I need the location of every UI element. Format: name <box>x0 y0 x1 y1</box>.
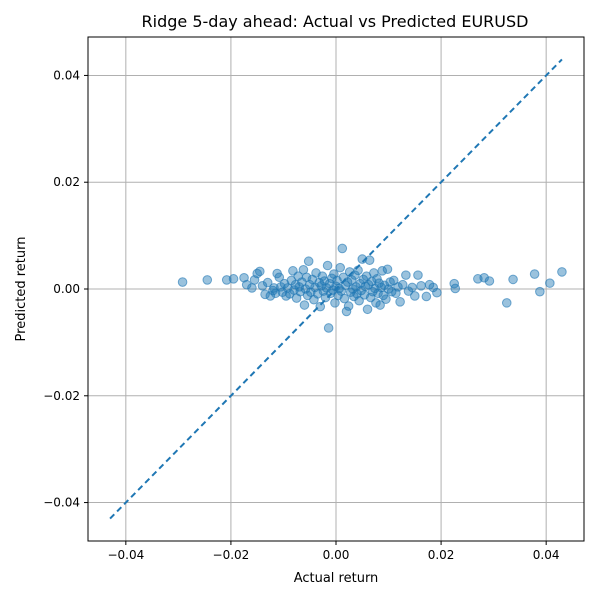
data-point <box>276 282 286 292</box>
data-point <box>335 262 346 273</box>
data-point <box>407 282 417 293</box>
y-tick-label: 0.00 <box>53 282 80 296</box>
x-tick-label: 0.02 <box>428 548 455 562</box>
data-point <box>346 275 357 285</box>
x-tick-label: −0.02 <box>213 548 250 562</box>
data-point <box>202 275 213 285</box>
x-axis-label: Actual return <box>294 571 379 586</box>
data-point <box>393 282 403 292</box>
data-point <box>397 279 408 290</box>
plot-area <box>109 58 567 520</box>
data-point <box>529 269 540 279</box>
data-point <box>341 306 352 317</box>
x-tick-label: 0.04 <box>533 548 560 562</box>
y-tick-label: 0.04 <box>53 68 80 82</box>
data-point <box>323 323 334 333</box>
data-point <box>535 286 545 297</box>
data-point <box>413 270 423 280</box>
data-point <box>364 255 375 265</box>
data-point <box>557 267 567 277</box>
data-point <box>322 260 333 271</box>
data-point <box>337 243 348 254</box>
data-point <box>354 295 364 306</box>
data-point <box>177 277 188 287</box>
data-point <box>221 275 232 285</box>
chart-title: Ridge 5-day ahead: Actual vs Predicted E… <box>142 12 529 31</box>
data-point <box>375 300 385 310</box>
data-points <box>177 243 567 333</box>
data-point <box>241 279 252 290</box>
y-tick-label: −0.04 <box>43 496 80 510</box>
data-point <box>260 289 270 300</box>
y-axis-ticks: −0.04 −0.02 0.00 0.02 0.04 <box>43 68 88 510</box>
data-point <box>299 300 310 310</box>
data-point <box>257 280 268 291</box>
data-point <box>255 266 265 277</box>
data-point <box>270 288 281 299</box>
data-point <box>479 272 489 283</box>
data-point <box>484 276 495 286</box>
data-point <box>269 283 279 293</box>
data-point <box>312 289 323 299</box>
data-point <box>303 256 314 267</box>
data-point <box>339 293 350 304</box>
data-point <box>501 298 512 308</box>
data-point <box>362 304 373 315</box>
data-point <box>304 279 315 290</box>
data-point <box>428 282 439 293</box>
data-point <box>450 283 461 294</box>
data-point <box>274 272 285 283</box>
data-point <box>401 270 411 280</box>
y-tick-label: −0.02 <box>43 389 80 403</box>
data-point <box>295 286 306 297</box>
data-point <box>262 277 273 288</box>
data-point <box>545 278 555 288</box>
data-point <box>228 274 239 284</box>
data-point <box>247 283 257 293</box>
data-point <box>377 266 388 276</box>
data-point <box>416 280 426 291</box>
data-point <box>315 301 326 312</box>
data-point <box>403 286 414 296</box>
data-point <box>343 301 354 311</box>
data-point <box>381 294 391 304</box>
x-axis-ticks: −0.04 −0.02 0.00 0.02 0.04 <box>107 541 560 562</box>
data-point <box>508 274 518 285</box>
data-point <box>265 291 276 301</box>
y-tick-label: 0.02 <box>53 175 80 189</box>
data-point <box>432 287 442 298</box>
x-tick-label: 0.00 <box>323 548 350 562</box>
data-point <box>239 272 249 283</box>
reference-line <box>109 58 563 520</box>
data-point <box>382 264 393 275</box>
data-point <box>421 291 432 302</box>
data-point <box>373 288 383 299</box>
data-point <box>317 271 328 281</box>
data-point <box>410 291 420 301</box>
x-tick-label: −0.04 <box>107 548 144 562</box>
y-axis-label: Predicted return <box>14 237 29 342</box>
data-point <box>395 297 405 307</box>
